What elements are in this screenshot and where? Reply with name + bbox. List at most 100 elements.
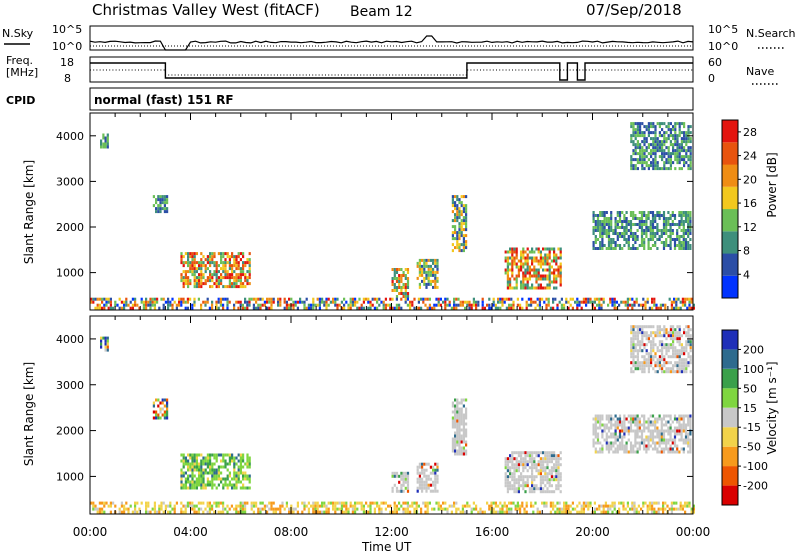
data-cell [669, 161, 672, 165]
data-cell [187, 270, 190, 274]
colorbar-swatch [722, 485, 738, 505]
data-cell [643, 355, 646, 359]
data-cell [189, 462, 192, 466]
data-cell [526, 280, 529, 284]
data-cell [644, 501, 647, 505]
data-cell [494, 303, 497, 307]
data-cell [670, 510, 673, 514]
data-cell [235, 510, 238, 514]
data-cell [391, 489, 394, 493]
data-cell [625, 211, 628, 214]
data-cell [647, 367, 650, 371]
data-cell [244, 261, 247, 265]
data-cell [650, 364, 653, 368]
data-cell [592, 217, 595, 220]
data-cell [434, 285, 437, 289]
data-cell [189, 486, 192, 490]
data-cell [684, 297, 687, 301]
data-cell [654, 441, 657, 445]
data-cell [516, 297, 519, 301]
cpid-frame [89, 87, 694, 111]
data-cell [200, 285, 203, 289]
data-cell [641, 364, 644, 368]
data-cell [318, 303, 321, 307]
data-cell [321, 300, 324, 304]
data-cell [563, 504, 566, 508]
data-cell [149, 510, 152, 514]
data-cell [360, 306, 363, 310]
data-cell [180, 474, 183, 478]
data-cell [614, 432, 617, 436]
data-cell [569, 297, 572, 301]
data-cell [393, 286, 396, 289]
data-cell [421, 477, 424, 481]
data-cell [649, 220, 652, 223]
data-cell [658, 367, 661, 371]
data-cell [656, 161, 659, 165]
data-cell [676, 370, 679, 374]
data-cell [458, 434, 461, 438]
data-cell [263, 504, 266, 508]
data-cell [347, 510, 350, 514]
data-cell [634, 346, 637, 350]
data-cell [605, 423, 608, 427]
data-cell [167, 300, 170, 304]
data-cell [634, 414, 637, 418]
data-cell [618, 232, 622, 235]
data-cell [461, 300, 464, 304]
data-cell [248, 300, 251, 304]
data-cell [193, 486, 196, 490]
data-cell [425, 489, 428, 493]
data-cell [329, 300, 332, 304]
data-cell [404, 474, 407, 478]
data-cell [239, 501, 242, 505]
data-cell [458, 225, 461, 229]
data-cell [106, 133, 109, 137]
data-cell [533, 268, 536, 272]
data-cell [571, 297, 574, 301]
data-cell [612, 241, 615, 244]
data-cell [163, 198, 166, 202]
data-cell [630, 346, 633, 350]
data-cell [187, 264, 190, 268]
data-cell [682, 229, 685, 232]
data-cell [226, 270, 229, 274]
data-cell [599, 447, 602, 451]
data-cell [442, 501, 445, 505]
data-cell [451, 425, 454, 429]
data-cell [206, 471, 209, 475]
data-cell [652, 337, 655, 341]
data-cell [663, 334, 666, 338]
data-cell [515, 274, 518, 278]
data-cell [198, 477, 201, 481]
data-cell [601, 429, 604, 433]
data-cell [268, 297, 271, 301]
data-cell [556, 507, 559, 511]
data-cell [406, 477, 410, 481]
data-cell [398, 303, 401, 307]
data-cell [508, 507, 511, 511]
data-cell [676, 352, 679, 356]
data-cell [246, 270, 249, 274]
data-cell [601, 229, 604, 232]
data-cell [683, 370, 686, 374]
data-cell [461, 507, 464, 511]
data-cell [460, 225, 463, 229]
data-cell [636, 167, 639, 171]
data-cell [528, 256, 531, 260]
data-cell [649, 423, 652, 427]
data-cell [687, 328, 690, 332]
data-cell [393, 501, 396, 505]
data-cell [250, 504, 253, 508]
data-cell [652, 131, 655, 135]
data-cell [255, 501, 258, 505]
data-cell [582, 300, 585, 304]
data-cell [630, 158, 633, 162]
data-cell [182, 282, 185, 286]
data-cell [406, 471, 410, 475]
data-cell [400, 486, 403, 490]
data-cell [423, 282, 426, 286]
data-cell [239, 504, 242, 508]
data-cell [555, 286, 558, 290]
data-cell [231, 255, 234, 259]
